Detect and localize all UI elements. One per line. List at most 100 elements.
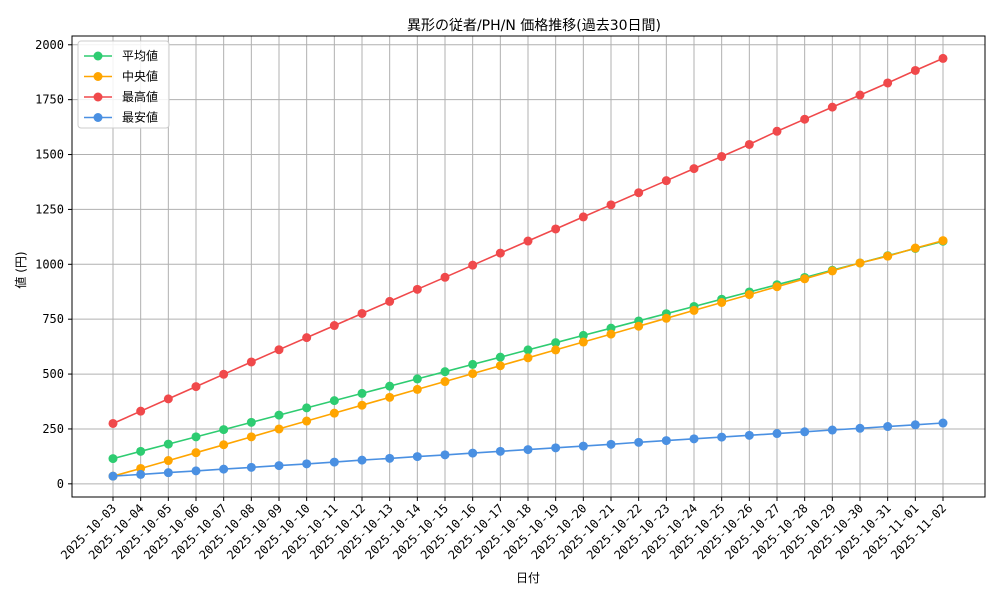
data-point: [661, 313, 671, 323]
data-point: [468, 369, 478, 379]
data-point: [246, 462, 256, 472]
data-point: [495, 352, 505, 362]
legend-box: [77, 40, 170, 129]
data-point: [357, 455, 367, 465]
data-point: [855, 423, 865, 433]
data-point: [772, 126, 782, 136]
data-point: [772, 282, 782, 292]
data-point: [440, 367, 450, 377]
data-point: [551, 338, 561, 348]
data-point: [578, 441, 588, 451]
data-point: [606, 329, 616, 339]
y-tick-label: 0: [57, 477, 64, 491]
data-point: [855, 258, 865, 268]
data-point: [523, 236, 533, 246]
data-point: [440, 272, 450, 282]
legend-label: 最高値: [122, 89, 158, 104]
data-point: [551, 345, 561, 355]
y-tick-label: 750: [42, 312, 64, 326]
data-point: [827, 425, 837, 435]
series-最高値: [108, 53, 948, 428]
data-point: [495, 361, 505, 371]
data-point: [191, 382, 201, 392]
data-point: [191, 466, 201, 476]
data-point: [108, 454, 118, 464]
data-point: [495, 248, 505, 258]
data-point: [883, 422, 893, 432]
legend-swatch-marker: [93, 51, 103, 61]
chart-title: 異形の従者/PH/N 価格推移(過去30日間): [407, 18, 661, 34]
legend-label: 中央値: [122, 69, 158, 84]
y-tick-label: 1250: [35, 202, 64, 216]
data-point: [136, 406, 146, 416]
data-point: [191, 448, 201, 458]
data-point: [495, 446, 505, 456]
data-point: [800, 274, 810, 284]
data-point: [744, 290, 754, 300]
data-point: [246, 357, 256, 367]
data-point: [634, 188, 644, 198]
data-point: [910, 65, 920, 75]
data-point: [412, 452, 422, 462]
data-point: [523, 445, 533, 455]
y-tick-label: 1750: [35, 93, 64, 107]
data-point: [219, 425, 229, 435]
data-point: [163, 456, 173, 466]
data-point: [385, 296, 395, 306]
data-point: [440, 377, 450, 387]
data-point: [523, 353, 533, 363]
data-point: [468, 260, 478, 270]
data-point: [302, 416, 312, 426]
data-point: [689, 305, 699, 315]
data-point: [744, 139, 754, 149]
legend-label: 平均値: [122, 48, 158, 63]
data-point: [551, 443, 561, 453]
data-point: [385, 381, 395, 391]
data-point: [274, 461, 284, 471]
y-tick-label: 250: [42, 422, 64, 436]
data-point: [717, 152, 727, 162]
x-axis-title: 日付: [516, 571, 540, 585]
data-point: [274, 424, 284, 434]
data-point: [412, 284, 422, 294]
data-point: [357, 308, 367, 318]
legend-swatch-marker: [93, 92, 103, 102]
data-point: [108, 418, 118, 428]
data-point: [136, 446, 146, 456]
y-axis-title: 値 (円): [13, 251, 28, 288]
data-point: [938, 53, 948, 63]
data-point: [246, 417, 256, 427]
y-tick-label: 500: [42, 367, 64, 381]
data-point: [163, 468, 173, 478]
data-point: [606, 200, 616, 210]
data-point: [412, 374, 422, 384]
data-point: [246, 432, 256, 442]
data-point: [910, 420, 920, 430]
series-lines: [108, 53, 948, 481]
data-point: [634, 437, 644, 447]
data-point: [219, 464, 229, 474]
data-point: [163, 439, 173, 449]
data-point: [385, 392, 395, 402]
legend-swatch-marker: [93, 113, 103, 122]
data-point: [551, 224, 561, 234]
y-tick-label: 2000: [35, 38, 64, 52]
data-point: [302, 403, 312, 413]
legend-label: 最安値: [122, 110, 158, 125]
data-point: [883, 78, 893, 88]
data-point: [440, 450, 450, 460]
data-point: [385, 453, 395, 463]
data-point: [800, 427, 810, 437]
data-point: [910, 243, 920, 253]
data-point: [827, 102, 837, 112]
data-point: [274, 410, 284, 420]
series-中央値: [108, 236, 948, 481]
data-point: [357, 400, 367, 410]
data-point: [219, 440, 229, 450]
data-point: [357, 388, 367, 398]
data-point: [108, 471, 118, 481]
data-point: [772, 429, 782, 439]
